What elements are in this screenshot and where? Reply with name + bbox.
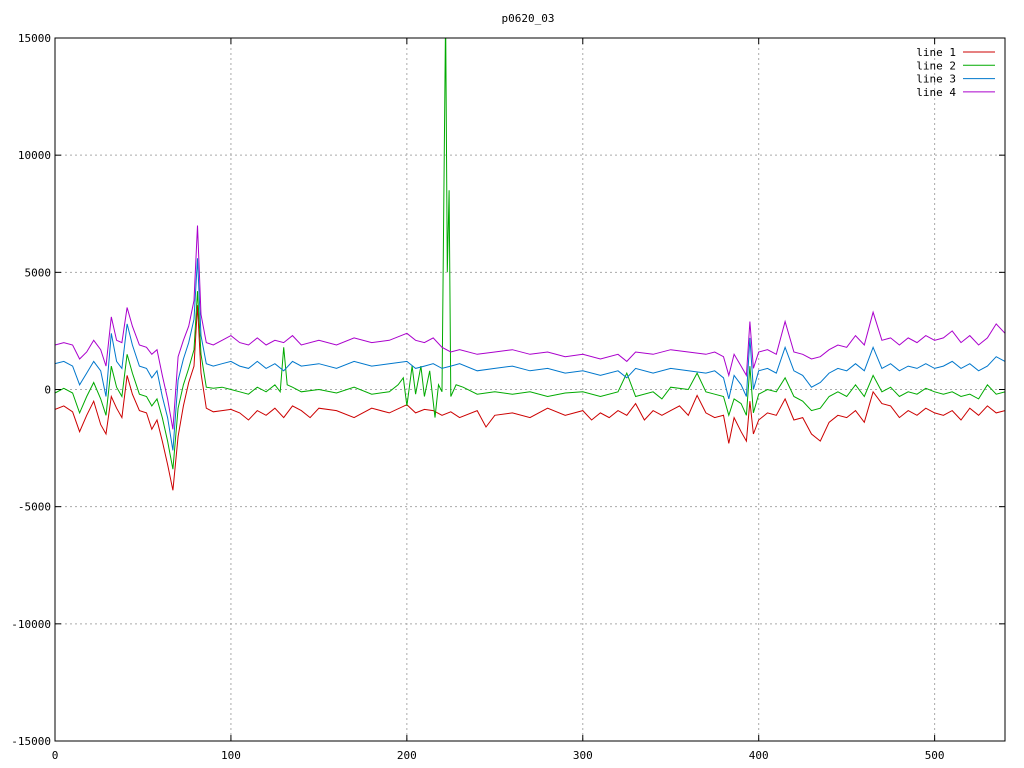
series-line-1	[55, 305, 1005, 491]
x-tick-label: 300	[573, 749, 593, 762]
y-tick-label: -10000	[11, 618, 51, 631]
x-tick-label: 400	[749, 749, 769, 762]
series-line-2	[55, 38, 1005, 470]
legend-label: line 1	[916, 46, 956, 59]
axis-ticks: -15000 -10000 -5000 0 5000 10000 15000 0 100 200 3…	[11, 32, 1005, 762]
series-layer	[55, 38, 1005, 491]
y-tick-label: 0	[44, 384, 51, 397]
series-line-3	[55, 258, 1005, 451]
legend-label: line 4	[916, 86, 956, 99]
x-tick-label: 100	[221, 749, 241, 762]
series-line-4	[55, 225, 1005, 430]
y-tick-label: 15000	[18, 32, 51, 45]
y-tick-label: -15000	[11, 735, 51, 748]
legend-label: line 3	[916, 73, 956, 86]
grid-lines	[55, 38, 1005, 741]
chart-title: p0620_03	[502, 12, 555, 25]
y-tick-label: 10000	[18, 149, 51, 162]
y-tick-label: 5000	[25, 266, 52, 279]
x-tick-label: 0	[52, 749, 59, 762]
y-tick-label: -5000	[18, 501, 51, 514]
x-tick-label: 500	[925, 749, 945, 762]
legend-label: line 2	[916, 59, 956, 72]
x-tick-label: 200	[397, 749, 417, 762]
